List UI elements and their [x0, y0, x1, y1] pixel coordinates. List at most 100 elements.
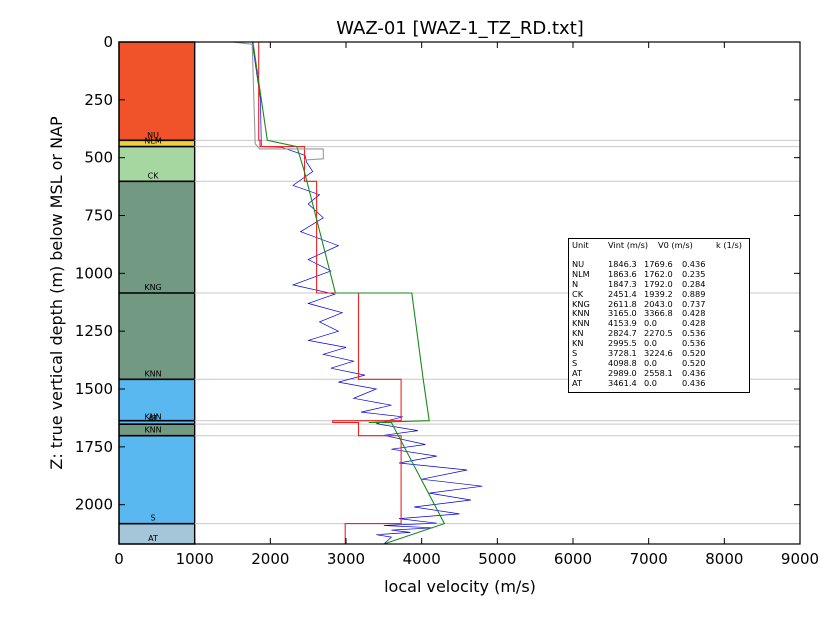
y-tick-label: 0	[103, 33, 113, 51]
table-cell: 3224.6	[644, 348, 673, 359]
table-cell: 2989.0	[608, 367, 637, 378]
table-cell: 1846.3	[608, 258, 637, 269]
table-cell: 0.436	[682, 258, 706, 269]
x-tick-label: 4000	[403, 550, 441, 568]
table-cell: 2995.5	[608, 338, 637, 349]
table-cell: 0.428	[682, 318, 706, 329]
table-cell: 3461.4	[608, 377, 637, 388]
table-cell: KN	[572, 328, 584, 339]
axis-ticks: 0 1000 2000 3000 4000 5000 6000 7000 8000 9000 0 25…	[75, 33, 819, 568]
strat-unit-5	[119, 293, 195, 380]
table-cell: KNN	[572, 318, 590, 329]
strat-unit-9	[119, 435, 195, 524]
strat-unit-label: S	[151, 514, 156, 523]
y-tick-label: 1000	[75, 264, 113, 282]
x-axis-label: local velocity (m/s)	[384, 577, 536, 596]
x-tick-label: 0	[114, 550, 124, 568]
table-cell: 0.520	[682, 357, 706, 368]
table-cell: 4098.8	[608, 357, 637, 368]
table-row: S 4098.8 0.0 0.520	[572, 357, 746, 369]
velocity-series-3	[232, 41, 324, 161]
strat-unit-4	[119, 181, 195, 293]
x-tick-label: 8000	[705, 550, 743, 568]
table-rows: NU 1846.3 1769.6 0.436 NLM 1863.6 1762.0 0.235 N…	[572, 258, 746, 389]
table-cell: 0.436	[682, 377, 706, 388]
table-cell: 3728.1	[608, 348, 637, 359]
x-tick-label: 2000	[251, 550, 289, 568]
velocity-series-0	[251, 41, 483, 545]
table-cell: NU	[572, 258, 585, 269]
table-cell: KN	[572, 338, 584, 349]
table-row: CK 2451.4 1939.2 0.889	[572, 288, 746, 300]
chart-title: WAZ-01 [WAZ-1_TZ_RD.txt]	[336, 18, 584, 39]
table-cell: 0.284	[682, 278, 706, 289]
table-cell: 2451.4	[608, 288, 637, 299]
header-k: k (1/s)	[716, 240, 742, 250]
x-tick-label: 1000	[176, 550, 214, 568]
y-tick-label: 1250	[75, 322, 113, 340]
table-row: N 1847.3 1792.0 0.284	[572, 278, 746, 290]
strat-unit-3	[119, 146, 195, 182]
table-row: S 3728.1 3224.6 0.520	[572, 348, 746, 359]
y-tick-label: 1500	[75, 380, 113, 398]
strat-unit-7	[119, 422, 195, 425]
table-cell: S	[572, 348, 578, 359]
table-cell: AT	[572, 367, 582, 378]
x-tick-label: 5000	[478, 550, 516, 568]
table-row: AT 3461.4 0.0 0.436	[572, 377, 746, 389]
table-row: KNN 3165.0 3366.8 0.428	[572, 309, 746, 319]
table-row: KN 2995.5 0.0 0.536	[572, 338, 746, 349]
table-cell: 0.889	[682, 288, 706, 299]
header-unit: Unit	[572, 240, 589, 250]
table-cell: 0.428	[682, 308, 706, 319]
plot-frame	[118, 41, 801, 545]
table-cell: KNN	[572, 308, 590, 319]
strat-unit-label: NU	[147, 131, 159, 140]
table-cell: AT	[572, 377, 582, 388]
table-row: KN 2824.7 2270.5 0.536	[572, 328, 746, 339]
strat-unit-label: KNG	[144, 283, 161, 292]
table-cell: 3366.8	[644, 308, 673, 319]
y-tick-label: 2000	[75, 496, 113, 514]
x-tick-label: 3000	[327, 550, 365, 568]
table-cell: KNG	[572, 298, 590, 309]
table-cell: 1847.3	[608, 278, 637, 289]
y-tick-label: 500	[84, 149, 113, 167]
table-cell: 1769.6	[644, 258, 673, 269]
table-cell: 0.737	[682, 298, 706, 309]
table-cell: 0.0	[644, 318, 658, 329]
table-cell: 0.536	[682, 328, 706, 339]
strat-unit-10	[119, 523, 195, 544]
table-row: AT 2989.0 2558.1 0.436	[572, 367, 746, 379]
table-cell: 1792.0	[644, 278, 673, 289]
velocity-series-1	[258, 42, 402, 544]
table-cell: 0.0	[644, 338, 658, 349]
table-row: KNN 4153.9 0.0 0.428	[572, 318, 746, 329]
table-cell: 1762.0	[644, 268, 673, 279]
header-vint: Vint (m/s)	[608, 240, 649, 250]
table-cell: 1939.2	[644, 288, 673, 299]
table-cell: 0.536	[682, 338, 706, 349]
table-cell: 2270.5	[644, 328, 673, 339]
y-axis-label: Z: true vertical depth (m) below MSL or …	[47, 116, 66, 470]
strat-unit-label: KNN	[144, 426, 161, 435]
x-tick-label: 9000	[781, 550, 819, 568]
table-row: KNG 2611.8 2043.0 0.737	[572, 298, 746, 310]
velocity-series	[232, 41, 483, 545]
strat-unit-label: AT	[148, 414, 158, 423]
table-cell: CK	[572, 288, 584, 299]
table-row: NLM 1863.6 1762.0 0.235	[572, 268, 746, 280]
strat-unit-label: CK	[148, 171, 160, 180]
x-tick-label: 6000	[554, 550, 592, 568]
strat-unit-6	[119, 379, 195, 423]
table-row: NU 1846.3 1769.6 0.436	[572, 258, 746, 270]
table-cell: 2558.1	[644, 367, 673, 378]
table-cell: 0.0	[644, 357, 658, 368]
strat-unit-label: KNN	[144, 413, 161, 422]
velocity-series-2	[252, 41, 446, 545]
table-cell: 2043.0	[644, 298, 673, 309]
table-cell: 1863.6	[608, 268, 637, 279]
table-cell: 2611.8	[608, 298, 637, 309]
header-v0: V0 (m/s)	[658, 240, 693, 250]
